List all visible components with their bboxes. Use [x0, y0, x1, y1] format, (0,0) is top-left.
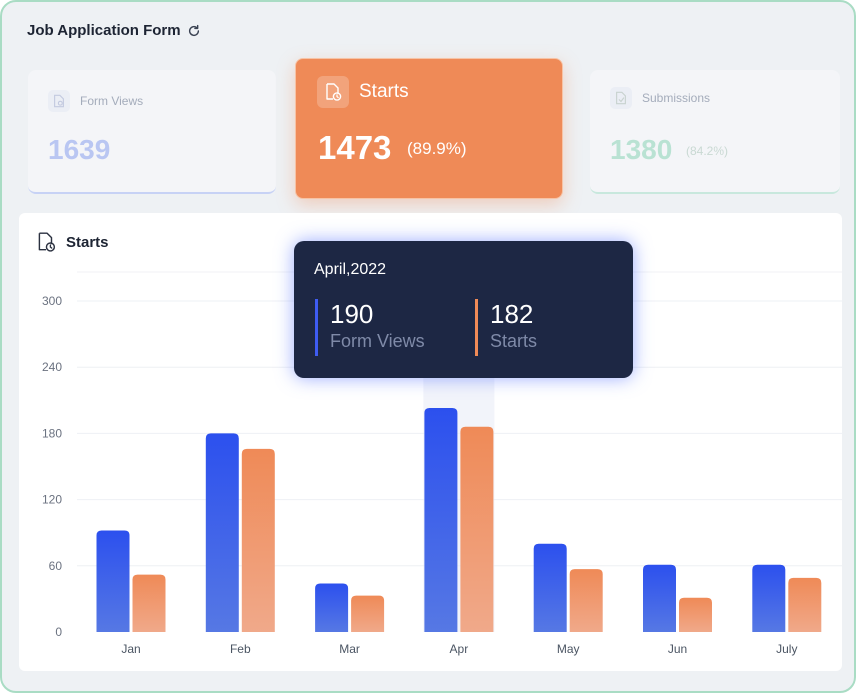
starts-bar-mar[interactable] — [351, 595, 385, 632]
x-tick-label: Mar — [339, 642, 360, 656]
tooltip-starts-label: Starts — [490, 331, 538, 351]
chart-tooltip: April,2022 190 Form Views 182 Starts — [294, 241, 633, 378]
document-clock-icon — [38, 232, 56, 252]
starts-bar-may[interactable] — [569, 569, 603, 632]
form-views-bar-july[interactable] — [752, 564, 786, 632]
starts-label: Starts — [359, 81, 409, 102]
form-views-bar-may[interactable] — [533, 543, 567, 632]
starts-percent: (89.9%) — [407, 139, 467, 158]
form-views-bar-jan[interactable] — [96, 530, 130, 632]
chart-title-text: Starts — [66, 233, 109, 251]
x-tick-label: Feb — [230, 642, 251, 656]
form-views-bar-apr[interactable] — [424, 408, 458, 632]
starts-bar-jun[interactable] — [679, 597, 712, 632]
form-views-bar-feb[interactable] — [205, 433, 239, 632]
tooltip-views-value: 190 — [330, 299, 374, 329]
y-tick-label: 60 — [49, 559, 63, 573]
form-views-label: Form Views — [80, 94, 144, 108]
y-tick-label: 120 — [42, 493, 62, 507]
form-views-card[interactable]: Form Views 1639 — [28, 70, 276, 194]
starts-bar-apr[interactable] — [460, 426, 494, 632]
tooltip-date: April,2022 — [314, 261, 387, 278]
submissions-card[interactable]: Submissions 1380 (84.2%) — [590, 70, 840, 194]
starts-card[interactable]: Starts 1473 (89.9%) — [295, 58, 563, 199]
starts-bar-feb[interactable] — [241, 448, 275, 632]
starts-bar-jan[interactable] — [132, 574, 166, 632]
y-tick-label: 0 — [55, 625, 62, 639]
page-title: Job Application Form — [27, 22, 201, 39]
x-tick-label: Jan — [121, 642, 140, 656]
chart-title: Starts — [35, 231, 109, 253]
form-views-value: 1639 — [48, 134, 111, 165]
submissions-value: 1380 — [610, 134, 673, 165]
x-tick-label: July — [776, 642, 797, 656]
document-view-icon — [48, 90, 70, 112]
tooltip-starts-value: 182 — [490, 299, 534, 329]
y-tick-label: 180 — [42, 426, 62, 440]
form-views-bar-mar[interactable] — [315, 583, 349, 632]
tooltip-views: 190 Form Views — [315, 299, 425, 356]
tooltip-starts: 182 Starts — [475, 299, 537, 356]
x-tick-label: Jun — [668, 642, 687, 656]
refresh-icon[interactable] — [187, 24, 201, 38]
y-tick-label: 300 — [42, 294, 62, 308]
starts-bar-july[interactable] — [788, 577, 822, 632]
starts-value: 1473 — [318, 129, 392, 166]
x-tick-label: May — [557, 642, 580, 656]
document-clock-icon — [317, 76, 349, 108]
document-check-icon — [610, 87, 632, 109]
page-title-text: Job Application Form — [27, 22, 181, 39]
x-tick-label: Apr — [450, 642, 469, 656]
form-views-bar-jun[interactable] — [643, 564, 676, 632]
tooltip-views-label: Form Views — [330, 331, 425, 351]
submissions-label: Submissions — [642, 91, 711, 105]
submissions-percent: (84.2%) — [686, 144, 729, 158]
y-tick-label: 240 — [42, 360, 62, 374]
